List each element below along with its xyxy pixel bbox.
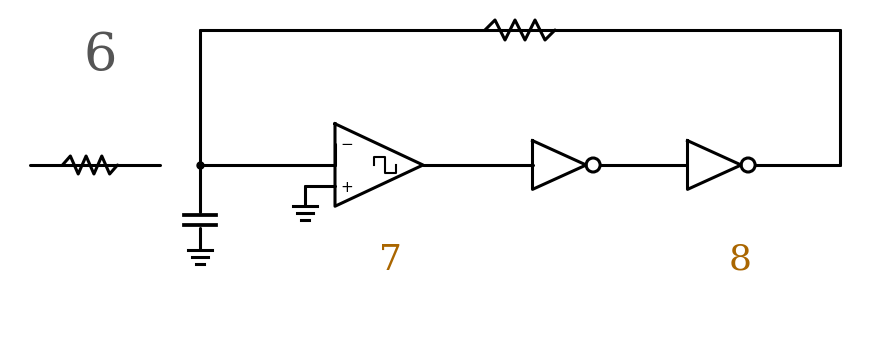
- Text: $+$: $+$: [340, 180, 354, 195]
- Text: 7: 7: [379, 243, 401, 277]
- Text: 8: 8: [728, 243, 752, 277]
- Text: 6: 6: [83, 30, 116, 81]
- Text: $-$: $-$: [340, 135, 354, 150]
